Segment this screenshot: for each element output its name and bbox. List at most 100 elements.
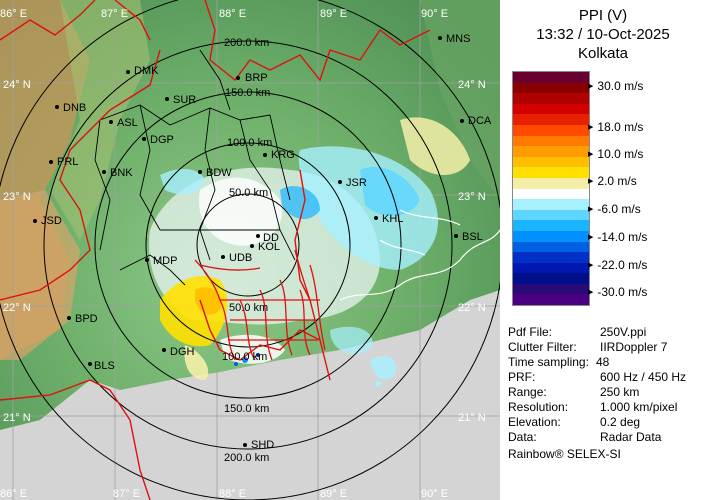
station-bnk[interactable]: BNK: [102, 167, 133, 179]
svg-text:BRP: BRP: [245, 72, 268, 84]
svg-text:89° E: 89° E: [320, 8, 347, 20]
svg-text:21° N: 21° N: [458, 412, 486, 424]
station-shd[interactable]: SHD: [243, 439, 274, 451]
svg-text:23° N: 23° N: [458, 191, 486, 203]
scale-label-neg22: ▶ -22.0 m/s: [588, 258, 648, 272]
svg-text:23° N: 23° N: [3, 191, 31, 203]
station-dd[interactable]: DD: [256, 232, 279, 244]
station-prl[interactable]: PRL: [49, 156, 78, 168]
radar-map[interactable]: MNS DMK BRP DNB SUR ASL DCA DGP PRL KRG …: [0, 0, 500, 500]
scale-segment: [513, 262, 589, 274]
info-range: Range: 250 km: [508, 385, 640, 399]
svg-text:MNS: MNS: [446, 33, 470, 45]
svg-text:21° N: 21° N: [3, 412, 31, 424]
product-title: PPI (V): [578, 7, 628, 24]
scale-segment: [513, 273, 589, 284]
info-sidebar: PPI (V) 13:32 / 10-Oct-2025 Kolkata ▶ 30.…: [500, 0, 706, 500]
station-bsl[interactable]: BSL: [454, 231, 483, 243]
scale-segment: [513, 156, 589, 168]
svg-text:BLS: BLS: [94, 360, 115, 372]
station-dmk[interactable]: DMK: [126, 65, 159, 77]
scale-segment: [513, 72, 589, 83]
svg-text:DNB: DNB: [63, 102, 86, 114]
svg-text:100.0 km: 100.0 km: [222, 351, 267, 363]
scale-segment: [513, 283, 589, 295]
scale-segment: [513, 177, 589, 189]
station-dgh[interactable]: DGH: [162, 346, 195, 358]
svg-text:90° E: 90° E: [421, 488, 448, 500]
scale-segment: [513, 188, 589, 200]
info-clutter-filter: Clutter Filter: IIRDoppler 7: [508, 340, 668, 354]
svg-text:DMK: DMK: [134, 65, 159, 77]
range-labels: 200.0 km 150.0 km 100.0 km 50.0 km 50.0 …: [222, 37, 272, 464]
coastline-east: [339, 209, 500, 301]
station-bls[interactable]: BLS: [88, 360, 115, 372]
scale-segment: [513, 230, 589, 242]
scale-segment: [513, 167, 589, 178]
station-mns[interactable]: MNS: [438, 33, 470, 45]
svg-text:86° E: 86° E: [0, 488, 27, 500]
scale-segment: [513, 103, 589, 115]
svg-text:BSL: BSL: [462, 231, 483, 243]
delta-rivers: [194, 249, 326, 361]
station-title: Kolkata: [577, 45, 629, 62]
svg-text:KHL: KHL: [382, 213, 403, 225]
svg-text:150.0 km: 150.0 km: [224, 403, 269, 415]
scale-segment: [513, 241, 589, 253]
svg-text:22° N: 22° N: [458, 302, 486, 314]
info-prf: PRF: 600 Hz / 450 Hz: [508, 370, 687, 384]
station-bdw[interactable]: BDW: [198, 167, 232, 179]
svg-text:200.0 km: 200.0 km: [224, 37, 269, 49]
radar-echoes: [149, 117, 470, 387]
svg-text:JSR: JSR: [346, 177, 367, 189]
svg-text:DGP: DGP: [150, 134, 174, 146]
svg-text:87° E: 87° E: [101, 8, 128, 20]
scale-segment: [513, 209, 589, 221]
lat-labels-right: 24° N 23° N 22° N 21° N: [458, 79, 486, 424]
station-udb[interactable]: UDB: [221, 252, 252, 264]
svg-text:88° E: 88° E: [219, 8, 246, 20]
svg-text:87° E: 87° E: [113, 488, 140, 500]
station-asl[interactable]: ASL: [109, 117, 138, 129]
terrain-northeast-hills: [420, 0, 500, 200]
info-data: Data: Radar Data: [508, 430, 662, 444]
scale-segment: [513, 135, 589, 147]
velocity-color-scale: [512, 71, 590, 306]
svg-text:90° E: 90° E: [421, 8, 448, 20]
station-markers: MNS DMK BRP DNB SUR ASL DCA DGP PRL KRG …: [33, 33, 492, 451]
svg-text:BDW: BDW: [206, 167, 232, 179]
station-dnb[interactable]: DNB: [55, 102, 86, 114]
station-krg[interactable]: KRG: [263, 149, 295, 161]
scale-segment: [513, 220, 589, 231]
info-time-sampling: Time sampling: 48: [508, 355, 610, 369]
terrain-highlands-mid: [0, 190, 80, 360]
svg-text:DGH: DGH: [170, 346, 195, 358]
district-boundaries: [94, 49, 296, 286]
svg-text:BPD: BPD: [75, 313, 98, 325]
station-bpd[interactable]: BPD: [67, 313, 98, 325]
station-sur[interactable]: SUR: [165, 94, 196, 106]
svg-text:100.0 km: 100.0 km: [227, 137, 272, 149]
svg-text:JSD: JSD: [41, 215, 62, 227]
svg-text:89° E: 89° E: [320, 488, 347, 500]
scale-segment: [513, 82, 589, 94]
svg-text:UDB: UDB: [229, 252, 252, 264]
station-jsr[interactable]: JSR: [338, 177, 367, 189]
svg-text:KOL: KOL: [258, 241, 280, 253]
scale-segment: [513, 93, 589, 104]
station-jsd[interactable]: JSD: [33, 215, 62, 227]
station-dca[interactable]: DCA: [460, 115, 492, 127]
station-brp[interactable]: BRP: [236, 72, 268, 84]
svg-text:86° E: 86° E: [0, 8, 27, 20]
station-khl[interactable]: KHL: [374, 213, 403, 225]
scale-label-neg6: ▶ -6.0 m/s: [588, 202, 641, 216]
scale-label-neg30: ▶ -30.0 m/s: [588, 285, 648, 299]
svg-text:SHD: SHD: [251, 439, 274, 451]
station-kol[interactable]: KOL: [250, 241, 280, 253]
scale-segment: [513, 294, 589, 306]
station-dgp[interactable]: DGP: [142, 134, 174, 146]
state-boundaries: [0, 0, 431, 500]
station-mdp[interactable]: MDP: [145, 255, 177, 267]
lon-labels-bottom: 86° E 87° E 88° E 89° E 90° E: [0, 488, 448, 500]
svg-text:DD: DD: [263, 232, 279, 244]
